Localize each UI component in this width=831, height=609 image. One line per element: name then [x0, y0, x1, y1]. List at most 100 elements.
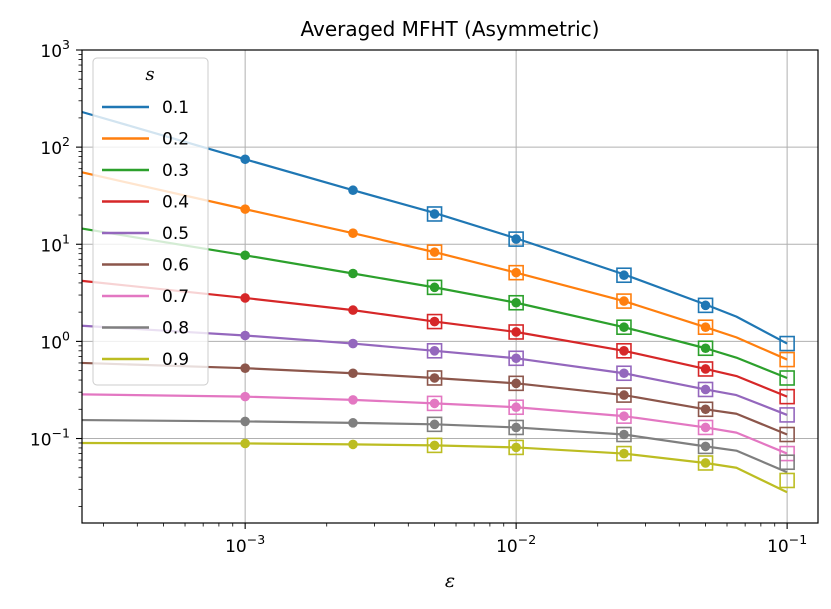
data-point [700, 322, 711, 333]
data-point-square [508, 419, 524, 436]
x-tick-label: 10−3 [225, 532, 265, 557]
data-point-square [779, 472, 795, 489]
data-point [240, 416, 250, 427]
data-point [511, 353, 521, 364]
series-0.2 [81, 171, 795, 368]
data-point [348, 185, 358, 196]
y-tick-label: 102 [40, 134, 70, 159]
data-point [348, 395, 358, 405]
x-axis-ticks: 10−3 10−2 10−1 [103, 523, 807, 557]
data-point-square [426, 437, 443, 454]
data-point-square [697, 297, 714, 314]
data-point-square [697, 455, 714, 471]
data-point-square [779, 370, 795, 386]
data-point-square [779, 445, 795, 462]
legend-title: s [145, 64, 154, 85]
data-point [240, 154, 250, 165]
data-point [429, 419, 440, 430]
data-point-square [779, 335, 795, 352]
data-point [700, 404, 711, 415]
legend-label: 0.1 [162, 98, 189, 118]
data-point-square [426, 244, 443, 260]
data-point-square [616, 293, 632, 309]
data-point [619, 448, 629, 459]
data-point [429, 282, 440, 293]
data-point [619, 390, 629, 400]
data-point-square [508, 439, 524, 456]
data-point [429, 346, 440, 356]
data-point-square [508, 375, 524, 392]
data-point-square [426, 313, 443, 330]
data-point [619, 346, 629, 356]
data-point [700, 441, 711, 452]
data-point-square [508, 324, 524, 340]
data-point-square [697, 438, 714, 455]
data-point [348, 268, 358, 279]
data-point-square [697, 381, 714, 398]
series-0.1 [81, 110, 795, 352]
data-point [348, 418, 358, 428]
data-point-square [426, 343, 443, 359]
data-point-square [779, 388, 795, 405]
data-point [511, 267, 521, 278]
data-point [700, 343, 711, 354]
data-point [429, 316, 440, 327]
series-0.8 [81, 416, 795, 474]
data-point-square [616, 387, 632, 403]
data-point [511, 402, 521, 413]
data-point-square [508, 264, 524, 281]
y-axis-ticks: 10−1 100 101 102 103 [30, 37, 82, 507]
data-point-square [426, 279, 443, 296]
legend-label: 0.9 [162, 350, 189, 370]
data-point-square [616, 267, 632, 284]
data-point-square [697, 340, 714, 357]
series-0.4 [81, 279, 795, 405]
legend-label: 0.7 [162, 287, 189, 307]
data-point [348, 338, 358, 349]
data-point [429, 398, 440, 409]
data-point-square [697, 401, 714, 418]
legend-label: 0.3 [162, 161, 189, 181]
data-point-square [697, 419, 714, 436]
data-point [240, 204, 250, 214]
data-point-square [616, 319, 632, 336]
data-point-square [616, 365, 632, 382]
legend-box [92, 57, 209, 386]
data-point [700, 422, 711, 433]
data-point-square [779, 351, 795, 368]
data-point [511, 297, 521, 308]
series-0.3 [81, 227, 795, 386]
data-point [619, 429, 629, 440]
y-tick-label: 101 [40, 231, 70, 256]
chart-title: Averaged MFHT (Asymmetric) [301, 17, 600, 41]
data-point [700, 364, 711, 374]
data-point-square [616, 408, 632, 424]
data-point-square [616, 445, 632, 462]
data-point [240, 293, 250, 303]
data-point [240, 391, 250, 402]
data-point-square [616, 343, 632, 359]
data-point-square [779, 454, 795, 471]
data-point [240, 438, 250, 449]
data-point-square [426, 416, 443, 433]
series-layer [81, 110, 795, 494]
data-point-square [616, 426, 632, 443]
legend-label: 0.2 [162, 130, 189, 150]
y-tick-label: 10−1 [30, 426, 70, 451]
data-point [240, 250, 250, 261]
data-point [348, 228, 358, 238]
data-point-square [426, 206, 443, 222]
data-point [511, 234, 521, 244]
data-point-square [426, 395, 443, 412]
data-point-square [697, 319, 714, 336]
data-point [511, 378, 521, 389]
legend-label: 0.5 [162, 224, 189, 244]
x-tick-label: 10−2 [496, 532, 536, 557]
data-point [700, 384, 711, 395]
data-point [348, 368, 358, 379]
y-tick-label: 103 [40, 37, 70, 62]
series-0.5 [81, 324, 795, 423]
data-point [429, 247, 440, 257]
legend-label: 0.6 [162, 256, 189, 276]
series-0.9 [81, 437, 795, 494]
